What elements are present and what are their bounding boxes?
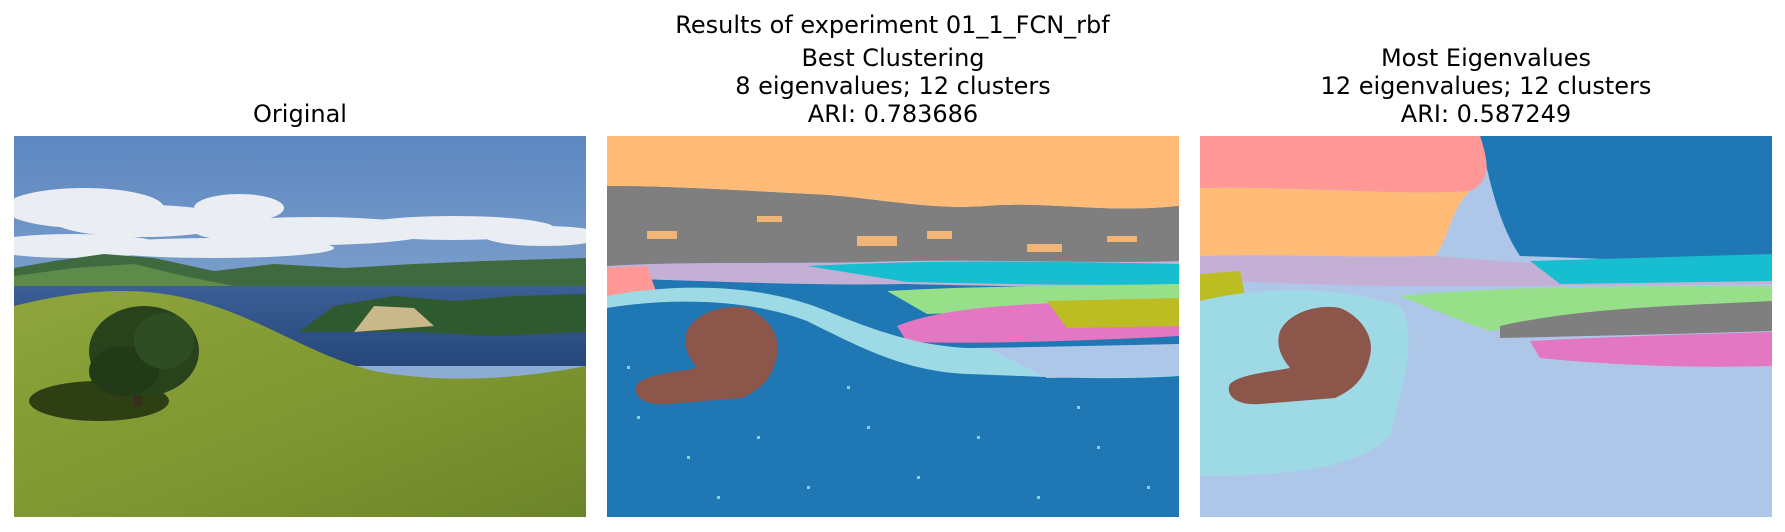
most-eigenvalues-title-line-3: ARI: 0.587249 [1400, 100, 1572, 128]
most-eigenvalues-title-line-1: Most Eigenvalues [1380, 44, 1592, 72]
best-clustering-panel-title: Best Clustering 8 eigenvalues; 12 cluste… [607, 44, 1179, 128]
tree [89, 306, 199, 406]
original-image [14, 136, 586, 517]
original-panel-title: Original [14, 100, 586, 128]
most-eigenvalues-svg [1200, 136, 1772, 517]
original-title-line: Original [253, 100, 347, 128]
most-eigenvalues-panel-title: Most Eigenvalues 12 eigenvalues; 12 clus… [1200, 44, 1772, 128]
figure-suptitle: Results of experiment 01_1_FCN_rbf [675, 11, 1110, 39]
best-clustering-title-line-2: 8 eigenvalues; 12 clusters [735, 72, 1051, 100]
most-eigenvalues-image [1200, 136, 1772, 517]
best-clustering-image [607, 136, 1179, 517]
most-eigenvalues-title-line-2: 12 eigenvalues; 12 clusters [1320, 72, 1652, 100]
best-clustering-title-line-1: Best Clustering [801, 44, 985, 72]
original-image-svg [14, 136, 586, 517]
best-clustering-title-line-3: ARI: 0.783686 [807, 100, 979, 128]
best-clustering-svg [607, 136, 1179, 517]
clouds [14, 188, 586, 258]
